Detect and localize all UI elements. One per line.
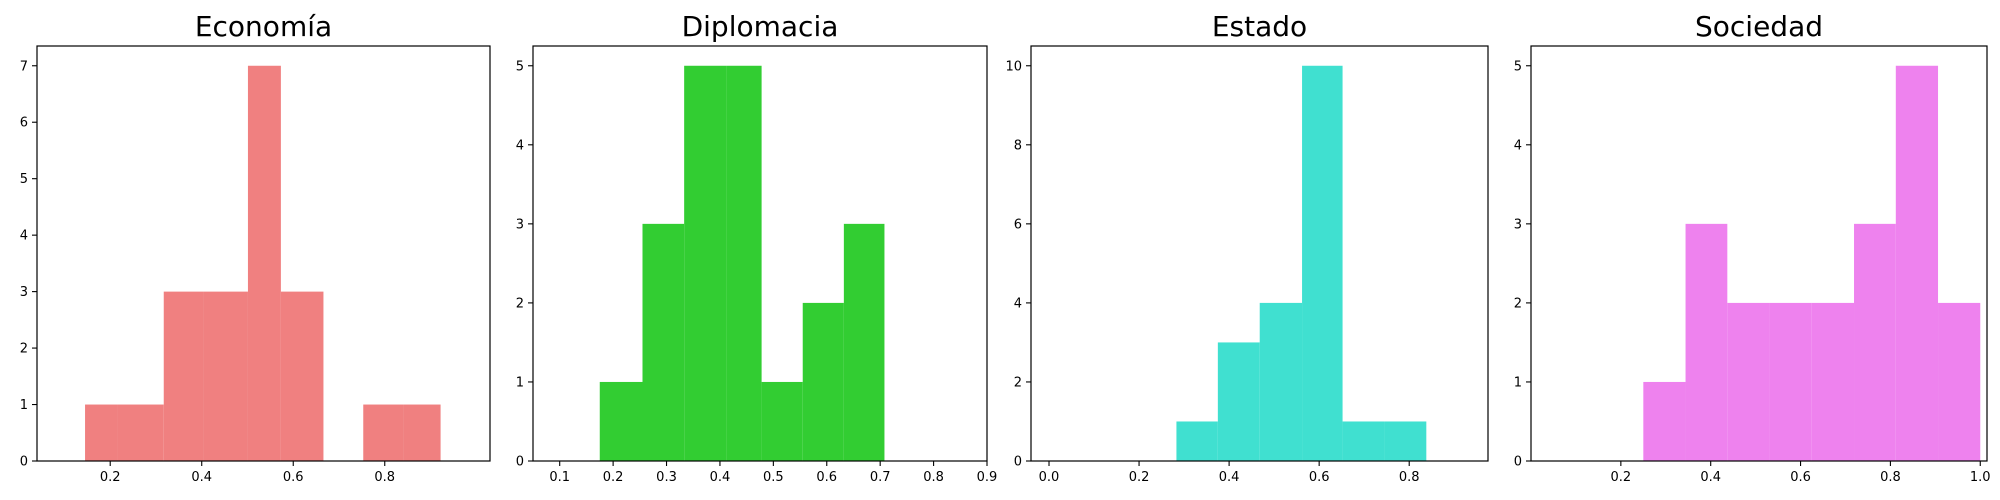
x-tick-label: 0.8: [1880, 470, 1901, 485]
subplot-4: 0.2 0.4 0.6 0.8 1.0 0 1 2 3 4 5 Sociedad: [1514, 10, 1991, 485]
x-tick-label: 0.2: [603, 470, 624, 485]
bar-2-5: [761, 381, 803, 461]
bar-1-1: [85, 404, 118, 461]
y-tick-label: 3: [20, 285, 28, 300]
y-tick-label: 0: [1514, 455, 1522, 470]
subplot-title: Estado: [1212, 10, 1307, 43]
bar-3-2: [1217, 342, 1260, 461]
bar-2-6: [802, 302, 844, 461]
x-tick-label: 0.1: [549, 470, 570, 485]
x-tick-label: 1.0: [1970, 470, 1991, 485]
x-tick-label: 0.4: [191, 470, 212, 485]
bar-2-4: [726, 65, 762, 461]
y-tick-label: 0: [516, 455, 524, 470]
subplot-title: Sociedad: [1695, 10, 1823, 43]
bar-1-5: [247, 65, 281, 461]
bar-1-2: [117, 404, 164, 461]
y-tick-label: 3: [516, 217, 524, 232]
axes-frame: [1530, 45, 1988, 462]
bar-1-9: [403, 404, 441, 461]
y-tick-label: 7: [20, 59, 28, 74]
y-tick-label: 0: [1014, 455, 1022, 470]
y-tick-label: 6: [1014, 217, 1022, 232]
bar-3-5: [1342, 421, 1385, 461]
y-tick-label: 4: [1514, 138, 1522, 153]
x-tick-label: 0.8: [1399, 470, 1420, 485]
x-tick-label: 0.2: [1129, 470, 1150, 485]
x-tick-label: 0.6: [1309, 470, 1330, 485]
bar-2-1: [599, 381, 643, 461]
x-tick-label: 0.5: [763, 470, 784, 485]
bar-3-6: [1384, 421, 1427, 461]
bar-4-6: [1854, 223, 1896, 461]
bar-2-2: [642, 223, 685, 461]
bar-1-8: [363, 404, 404, 461]
y-tick-label: 5: [1514, 59, 1522, 74]
x-tick-label: 0.4: [1219, 470, 1240, 485]
subplot-2: 0.1 0.2 0.3 0.4 0.5 0.6 0.7 0.8 0.9 0 1 2 3 4 5 Diploma…: [516, 10, 998, 485]
y-tick-label: 4: [516, 138, 524, 153]
x-tick-label: 0.2: [100, 470, 121, 485]
x-tick-label: 0.6: [1790, 470, 1811, 485]
subplot-1: 0.2 0.4 0.6 0.8 0 1 2 3 4 5 6 7 Economía: [20, 10, 491, 485]
bar-2-3: [684, 65, 727, 461]
x-tick-label: 0.2: [1611, 470, 1632, 485]
y-tick-label: 2: [1014, 375, 1022, 390]
bar-2-7: [843, 223, 885, 461]
bar-4-3: [1727, 302, 1770, 461]
bar-4-7: [1895, 65, 1939, 461]
x-tick-label: 0.3: [656, 470, 677, 485]
y-tick-label: 1: [516, 375, 524, 390]
x-tick-label: 0.7: [870, 470, 891, 485]
x-tick-label: 0.8: [374, 470, 395, 485]
y-tick-label: 2: [1514, 296, 1522, 311]
x-tick-label: 0.0: [1039, 470, 1060, 485]
subplot-title: Economía: [195, 10, 332, 43]
bar-3-3: [1259, 302, 1303, 461]
y-tick-label: 3: [1514, 217, 1522, 232]
axes-frame: [1030, 45, 1489, 462]
bar-1-6: [280, 291, 324, 461]
y-tick-label: 2: [20, 342, 28, 357]
y-tick-label: 4: [20, 229, 28, 244]
x-tick-label: 0.4: [710, 470, 731, 485]
x-tick-label: 0.8: [923, 470, 944, 485]
y-tick-label: 6: [20, 116, 28, 131]
bar-1-3: [163, 291, 204, 461]
x-tick-label: 0.9: [977, 470, 998, 485]
y-tick-label: 0: [20, 455, 28, 470]
bar-4-4: [1769, 302, 1812, 461]
y-tick-label: 2: [516, 296, 524, 311]
bar-3-4: [1302, 65, 1343, 461]
y-tick-label: 1: [20, 398, 28, 413]
y-tick-label: 4: [1014, 296, 1022, 311]
bar-4-8: [1938, 302, 1981, 461]
x-tick-label: 0.4: [1700, 470, 1721, 485]
subplot-title: Diplomacia: [682, 10, 839, 43]
y-tick-label: 1: [1514, 375, 1522, 390]
bar-4-5: [1811, 302, 1855, 461]
y-tick-label: 5: [516, 59, 524, 74]
bar-3-1: [1176, 421, 1218, 461]
y-tick-label: 5: [20, 172, 28, 187]
bar-1-4: [203, 291, 248, 461]
x-tick-label: 0.6: [283, 470, 304, 485]
axes-frame: [36, 45, 491, 462]
bar-4-2: [1685, 223, 1728, 461]
y-tick-label: 8: [1014, 138, 1022, 153]
axes-frame: [532, 45, 988, 462]
y-tick-label: 10: [1005, 59, 1022, 74]
subplot-3: 0.0 0.2 0.4 0.6 0.8 0 2 4 6 8 10 Estado: [1005, 10, 1489, 485]
bar-4-1: [1643, 381, 1686, 461]
x-tick-label: 0.6: [816, 470, 837, 485]
